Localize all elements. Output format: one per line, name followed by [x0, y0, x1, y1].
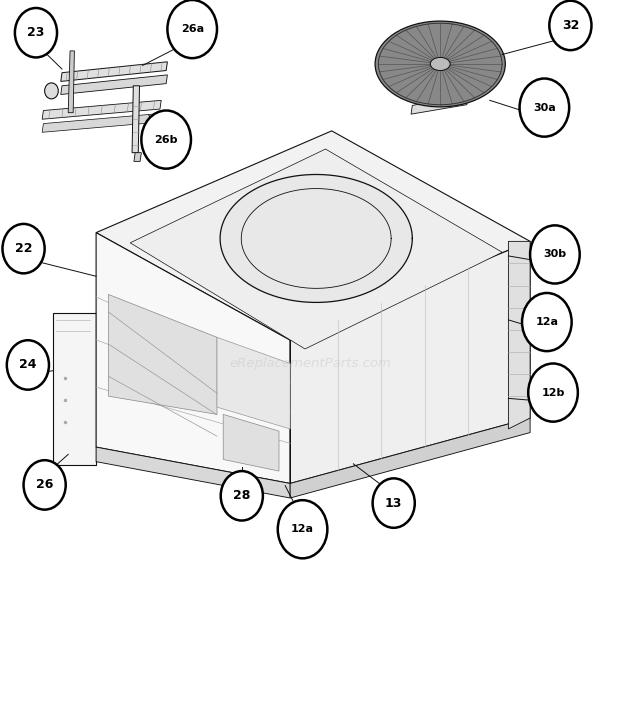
Polygon shape — [290, 418, 530, 498]
Circle shape — [45, 83, 58, 99]
Polygon shape — [130, 149, 502, 349]
Polygon shape — [96, 233, 290, 483]
Ellipse shape — [430, 57, 450, 71]
Text: 30b: 30b — [543, 249, 567, 260]
Circle shape — [221, 471, 263, 521]
Polygon shape — [223, 414, 279, 471]
Circle shape — [7, 340, 49, 390]
Circle shape — [528, 364, 578, 422]
Circle shape — [15, 8, 57, 57]
Circle shape — [530, 225, 580, 284]
Polygon shape — [220, 174, 412, 302]
Polygon shape — [108, 294, 217, 414]
Polygon shape — [53, 313, 96, 465]
Circle shape — [24, 460, 66, 510]
Circle shape — [2, 224, 45, 273]
Text: 30a: 30a — [533, 103, 556, 113]
Text: 12b: 12b — [541, 387, 565, 398]
Text: 12a: 12a — [291, 524, 314, 534]
Polygon shape — [217, 337, 290, 429]
Text: 22: 22 — [15, 242, 32, 255]
Polygon shape — [411, 96, 468, 114]
Circle shape — [549, 1, 591, 50]
Polygon shape — [134, 153, 141, 161]
Text: eReplacementParts.com: eReplacementParts.com — [229, 357, 391, 370]
Circle shape — [167, 0, 217, 58]
Text: 24: 24 — [19, 358, 37, 371]
Text: 28: 28 — [233, 489, 250, 502]
Circle shape — [522, 293, 572, 351]
Polygon shape — [61, 75, 167, 95]
Text: 23: 23 — [27, 26, 45, 39]
Text: 32: 32 — [562, 19, 579, 32]
Circle shape — [373, 478, 415, 528]
Polygon shape — [290, 241, 530, 483]
Polygon shape — [61, 62, 167, 81]
Circle shape — [278, 500, 327, 558]
Polygon shape — [42, 100, 161, 119]
Circle shape — [520, 79, 569, 137]
Polygon shape — [96, 447, 290, 498]
Text: 26b: 26b — [154, 134, 178, 145]
Ellipse shape — [375, 21, 505, 107]
Polygon shape — [42, 113, 161, 132]
Polygon shape — [508, 241, 530, 429]
Circle shape — [141, 111, 191, 169]
Text: 12a: 12a — [535, 317, 559, 327]
Text: 13: 13 — [385, 497, 402, 510]
Text: 26a: 26a — [180, 24, 204, 34]
Polygon shape — [68, 51, 74, 113]
Polygon shape — [96, 131, 530, 340]
Polygon shape — [132, 86, 140, 153]
Text: 26: 26 — [36, 478, 53, 491]
